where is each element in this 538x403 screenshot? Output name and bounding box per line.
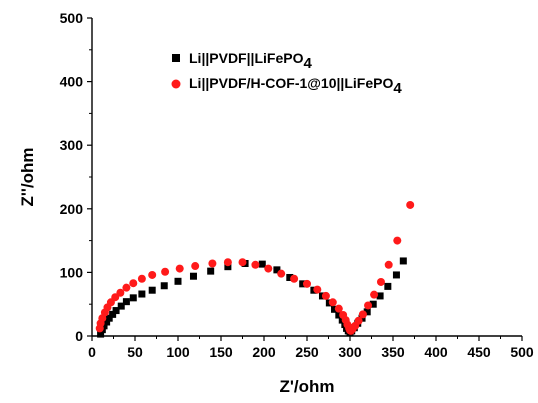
data-point (148, 270, 157, 279)
data-point (369, 300, 377, 308)
data-point (384, 282, 392, 290)
data-point (138, 290, 146, 298)
legend-label-series-1: Li||PVDF||LiFePO4 (189, 50, 312, 72)
data-point (189, 272, 197, 280)
x-tick-label: 450 (467, 344, 491, 360)
data-point (331, 305, 339, 313)
data-point (122, 298, 130, 306)
data-point (175, 264, 184, 273)
y-tick-label: 0 (75, 328, 83, 344)
y-tick-label: 100 (60, 264, 84, 280)
y-axis-ticks: 0 100 200 300 400 500 (60, 10, 92, 344)
legend: Li||PVDF||LiFePO4 Li||PVDF/H-COF-1@10||L… (171, 50, 402, 97)
data-point (328, 298, 337, 307)
data-point (224, 263, 232, 271)
legend-marker-series-2 (171, 79, 181, 89)
data-point (299, 280, 307, 288)
data-point (103, 318, 111, 326)
data-series (95, 200, 415, 338)
series-1 (97, 257, 407, 338)
y-axis-title: Z''/ohm (18, 147, 37, 206)
data-point (392, 271, 400, 279)
data-point (258, 260, 266, 268)
legend-label-series-1-sub: 4 (303, 55, 312, 72)
x-tick-label: 250 (295, 344, 319, 360)
x-tick-label: 300 (338, 344, 362, 360)
data-point (109, 310, 117, 318)
x-tick-label: 200 (252, 344, 276, 360)
data-point (100, 322, 108, 330)
y-tick-label: 300 (60, 137, 84, 153)
legend-label-series-2: Li||PVDF/H-COF-1@10||LiFePO4 (189, 75, 402, 97)
data-point (363, 308, 371, 316)
data-point (174, 277, 182, 285)
data-point (129, 294, 137, 302)
data-point (251, 260, 260, 269)
data-point (148, 286, 156, 294)
data-point (370, 290, 379, 299)
legend-label-series-2-main: Li||PVDF/H-COF-1@10||LiFePO (189, 75, 393, 91)
data-point (264, 264, 273, 273)
x-axis-ticks: 0 50 100 150 200 250 300 350 400 450 500 (88, 336, 534, 360)
data-point (286, 273, 294, 281)
y-tick-label: 400 (60, 74, 84, 90)
data-point (393, 236, 402, 245)
x-tick-label: 50 (127, 344, 143, 360)
data-point (364, 301, 373, 310)
data-point (160, 282, 168, 290)
x-tick-label: 100 (166, 344, 190, 360)
data-point (273, 266, 281, 274)
data-point (358, 310, 367, 319)
legend-label-series-1-main: Li||PVDF||LiFePO (189, 50, 304, 66)
data-point (406, 200, 415, 209)
data-point (116, 288, 125, 297)
legend-marker-series-1 (172, 54, 180, 62)
data-point (290, 274, 299, 283)
data-point (207, 267, 215, 275)
data-point (238, 258, 247, 267)
data-point (105, 314, 113, 322)
data-point (399, 257, 407, 265)
data-point (97, 330, 105, 338)
x-tick-label: 500 (510, 344, 534, 360)
data-point (376, 277, 385, 286)
data-point (208, 259, 217, 268)
y-tick-label: 500 (60, 10, 84, 26)
data-point (137, 274, 146, 283)
series-2 (95, 200, 415, 335)
x-tick-label: 150 (209, 344, 233, 360)
data-point (191, 262, 200, 271)
data-point (277, 269, 286, 278)
data-point (303, 279, 311, 288)
data-point (117, 302, 125, 310)
data-point (321, 291, 330, 300)
data-point (122, 283, 131, 292)
y-tick-label: 200 (60, 201, 84, 217)
data-point (354, 316, 363, 325)
x-tick-label: 400 (424, 344, 448, 360)
data-point (129, 279, 138, 288)
x-tick-label: 350 (381, 344, 405, 360)
data-point (112, 307, 120, 315)
data-point (161, 267, 170, 276)
x-tick-label: 0 (88, 344, 96, 360)
legend-label-series-2-sub: 4 (393, 80, 402, 97)
data-point (223, 258, 232, 267)
data-point (376, 292, 384, 300)
data-point (334, 304, 343, 313)
data-point (313, 285, 322, 294)
x-axis-title: Z'/ohm (279, 377, 334, 396)
data-point (384, 260, 393, 269)
data-point (335, 311, 343, 319)
